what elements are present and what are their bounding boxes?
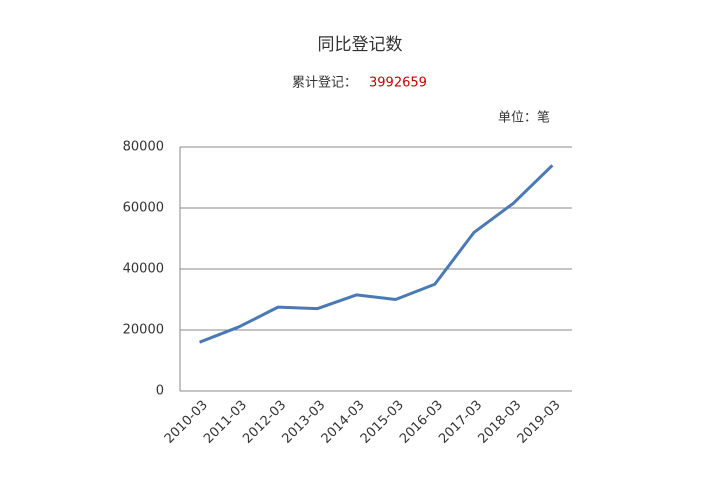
y-tick-label: 60000: [123, 201, 164, 216]
y-tick-label: 0: [156, 384, 164, 399]
line: [199, 164, 554, 344]
y-tick-label: 80000: [123, 140, 164, 155]
chart-title: 同比登记数: [318, 35, 403, 55]
subtitle: 累计登记：: [292, 76, 357, 91]
y-tick-label: 20000: [123, 323, 164, 338]
y-tick-label: 40000: [123, 262, 164, 277]
x-tick-label: 2019-03: [515, 398, 564, 447]
total: 3992659: [369, 76, 427, 91]
unit: 单位：笔: [498, 110, 550, 126]
